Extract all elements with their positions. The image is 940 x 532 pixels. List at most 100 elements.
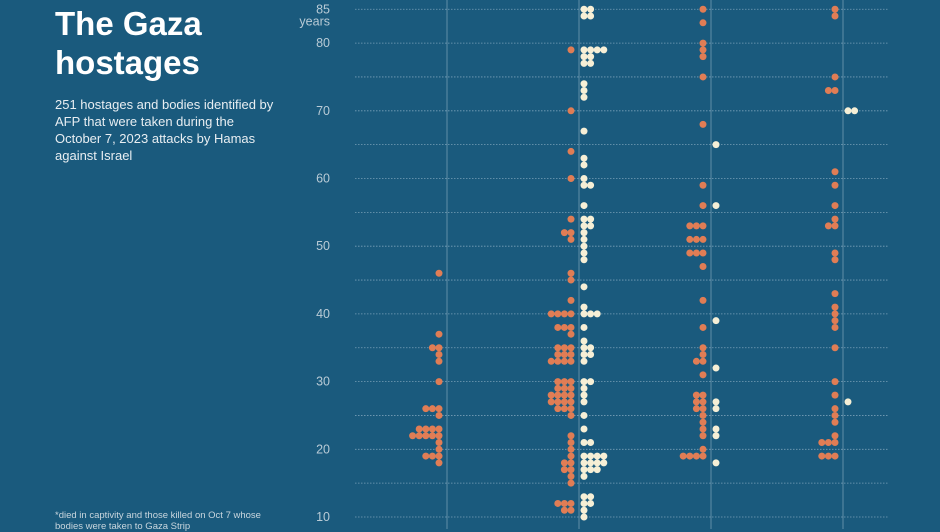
dot-cream xyxy=(580,175,588,182)
dot-cream xyxy=(580,351,588,359)
dot-orange xyxy=(554,398,562,406)
dot-orange xyxy=(567,269,575,277)
dot-orange xyxy=(547,310,555,318)
chart-title: The Gaza hostages xyxy=(55,5,202,81)
dot-orange xyxy=(428,432,436,440)
dot-cream xyxy=(580,466,588,474)
dot-orange xyxy=(824,452,832,460)
dot-orange xyxy=(435,269,443,277)
dot-orange xyxy=(831,5,839,13)
dot-cream xyxy=(580,5,588,13)
dot-orange xyxy=(567,411,575,419)
dot-cream xyxy=(580,499,588,507)
dot-cream xyxy=(712,459,720,467)
dot-orange xyxy=(699,120,707,128)
dot-orange xyxy=(699,5,707,13)
dot-cream xyxy=(587,310,595,318)
dot-orange xyxy=(567,310,575,318)
dot-orange xyxy=(831,168,839,176)
dot-cream xyxy=(587,378,595,386)
dot-cream xyxy=(712,317,720,325)
dot-cream xyxy=(580,235,588,243)
dot-orange xyxy=(692,398,700,406)
footnote: *died in captivity and those killed on O… xyxy=(55,510,261,532)
dot-orange xyxy=(409,432,417,440)
dot-orange xyxy=(435,344,443,352)
dot-cream xyxy=(712,398,720,406)
dot-cream xyxy=(580,472,588,480)
dot-orange xyxy=(435,445,443,453)
dot-orange xyxy=(699,323,707,331)
dot-orange xyxy=(699,445,707,453)
dot-orange xyxy=(686,249,694,257)
dot-cream xyxy=(580,46,588,54)
chart-subtitle: 251 hostages and bodies identified by AF… xyxy=(55,97,274,163)
dot-orange xyxy=(560,310,568,318)
dot-cream xyxy=(844,107,852,115)
dot-orange xyxy=(699,181,707,189)
dot-orange xyxy=(435,357,443,365)
dot-orange xyxy=(560,351,568,359)
dot-cream xyxy=(580,154,588,162)
dot-orange xyxy=(567,391,575,399)
dot-cream xyxy=(580,12,588,20)
dot-cream xyxy=(580,256,588,264)
dot-cream xyxy=(600,459,608,467)
dot-orange xyxy=(699,263,707,271)
y-tick-label: 85 xyxy=(316,2,330,16)
dot-orange xyxy=(547,357,555,365)
dot-cream xyxy=(593,452,601,460)
dot-cream xyxy=(593,466,601,474)
dot-orange xyxy=(692,235,700,243)
dot-orange xyxy=(567,147,575,155)
dot-orange xyxy=(567,330,575,338)
dot-cream xyxy=(587,499,595,507)
dot-orange xyxy=(560,466,568,474)
dot-cream xyxy=(587,46,595,54)
dot-orange xyxy=(699,53,707,61)
dot-orange xyxy=(699,296,707,304)
dot-orange xyxy=(699,222,707,230)
dot-cream xyxy=(580,452,588,460)
dot-cream xyxy=(712,141,720,149)
dot-orange xyxy=(428,425,436,433)
dot-orange xyxy=(831,323,839,331)
dot-orange xyxy=(560,459,568,467)
dot-orange xyxy=(567,384,575,392)
dot-orange xyxy=(435,432,443,440)
dot-cream xyxy=(593,46,601,54)
dot-orange xyxy=(686,235,694,243)
dot-cream xyxy=(580,344,588,352)
dot-orange xyxy=(567,344,575,352)
dot-orange xyxy=(560,323,568,331)
dot-cream xyxy=(580,378,588,386)
dot-cream xyxy=(580,161,588,169)
dot-cream xyxy=(580,459,588,467)
dot-cream xyxy=(587,351,595,359)
dot-cream xyxy=(587,459,595,467)
dot-cream xyxy=(712,202,720,210)
dot-orange xyxy=(422,405,430,413)
grid xyxy=(355,8,888,518)
dot-cream xyxy=(587,493,595,501)
y-tick-label: 60 xyxy=(316,172,330,186)
dot-orange xyxy=(567,445,575,453)
dot-orange xyxy=(831,317,839,325)
dot-cream xyxy=(587,439,595,447)
dot-cream xyxy=(580,202,588,210)
dot-cream xyxy=(580,310,588,318)
dot-cream xyxy=(580,53,588,61)
dot-orange xyxy=(831,12,839,20)
dot-orange xyxy=(831,256,839,264)
y-tick-label: 80 xyxy=(316,36,330,50)
dot-orange xyxy=(554,351,562,359)
dot-cream xyxy=(580,391,588,399)
dot-orange xyxy=(567,175,575,182)
dot-orange xyxy=(692,405,700,413)
dot-orange xyxy=(554,405,562,413)
dot-orange xyxy=(415,432,423,440)
dot-cream xyxy=(580,242,588,250)
dot-orange xyxy=(435,351,443,359)
dot-cream xyxy=(580,181,588,189)
